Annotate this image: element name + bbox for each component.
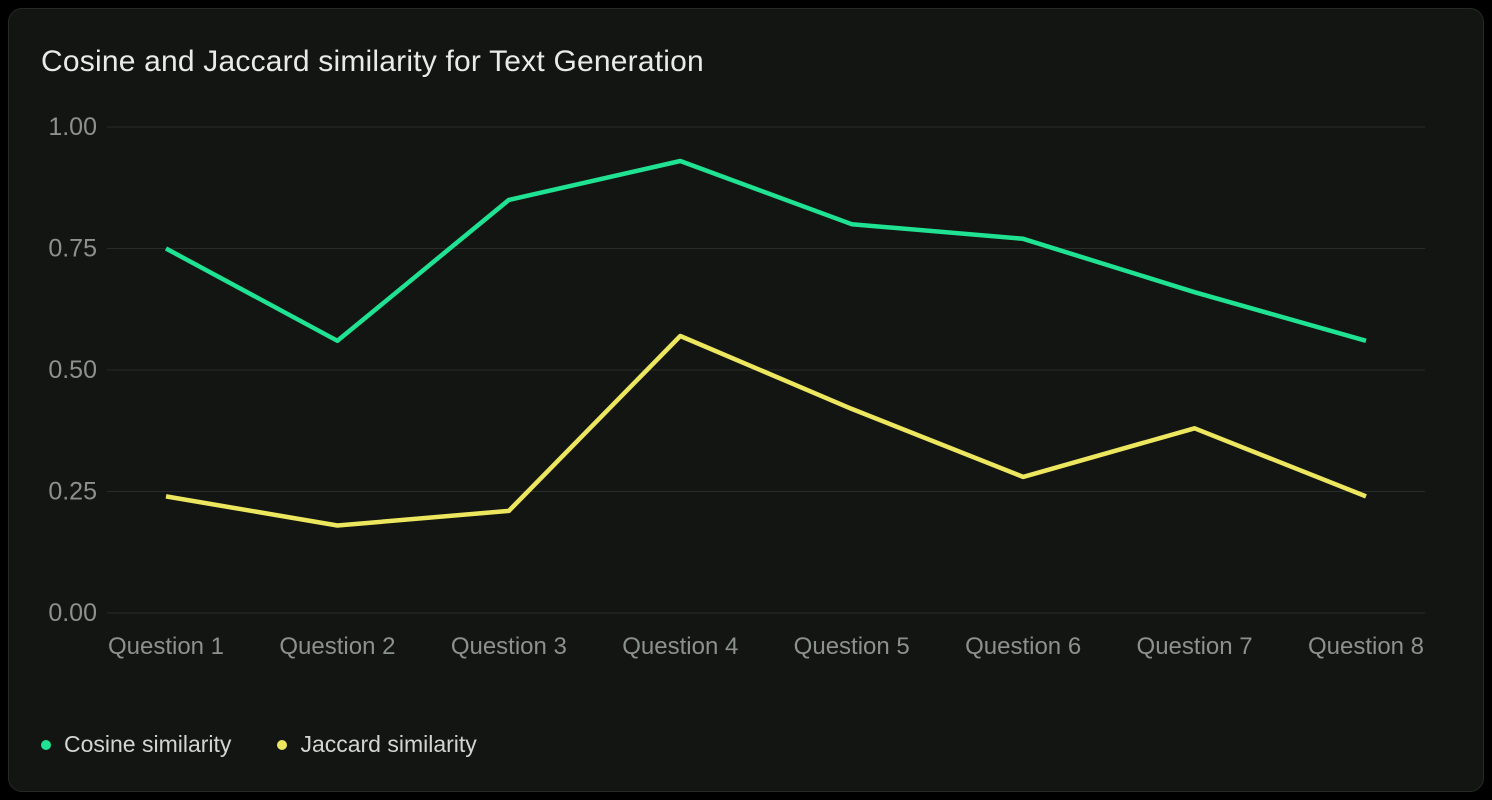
y-tick-label: 0.00	[48, 599, 97, 627]
legend-dot-cosine-icon	[41, 739, 51, 750]
chart-svg: 1.000.750.500.250.00 Question 1 Question …	[48, 113, 1425, 660]
x-axis-label: Question 2	[279, 633, 395, 660]
chart-title: Cosine and Jaccard similarity for Text G…	[41, 45, 704, 78]
x-axis-label: Question 3	[451, 633, 567, 660]
y-tick-label: 0.75	[48, 235, 97, 263]
x-axis-label: Question 7	[1137, 633, 1253, 660]
series-line-jaccard-similarity	[165, 333, 1367, 528]
y-tick-label: 0.25	[48, 478, 97, 506]
x-axis-label: Question 4	[622, 633, 738, 660]
series-line-cosine-similarity	[164, 158, 1367, 344]
x-axis-label: Question 1	[108, 633, 224, 660]
y-axis-tick-labels: 1.00 0.75 0.50 0.25 0.00	[48, 113, 97, 627]
gridlines	[107, 126, 1425, 614]
legend-label-cosine: Cosine similarity	[64, 731, 232, 757]
x-axis-labels: Question 1 Question 2 Question 3 Question 4…	[108, 633, 1424, 660]
chart-legend: Cosine similarity Jaccard similarity	[41, 731, 523, 758]
y-tick-label: 0.50	[48, 356, 97, 384]
series-lines	[164, 158, 1367, 528]
chart-card: Cosine and Jaccard similarity for Text G…	[8, 8, 1484, 792]
legend-item-jaccard-similarity[interactable]: Jaccard similarity	[277, 731, 477, 758]
legend-dot-jaccard-icon	[277, 739, 288, 750]
x-axis-label: Question 5	[794, 633, 910, 660]
x-axis-label: Question 8	[1308, 633, 1424, 660]
legend-label-jaccard: Jaccard similarity	[300, 731, 477, 757]
legend-item-cosine-similarity[interactable]: Cosine similarity	[41, 731, 231, 758]
y-tick-label: 1.00	[48, 113, 97, 141]
x-axis-label: Question 6	[965, 633, 1081, 660]
